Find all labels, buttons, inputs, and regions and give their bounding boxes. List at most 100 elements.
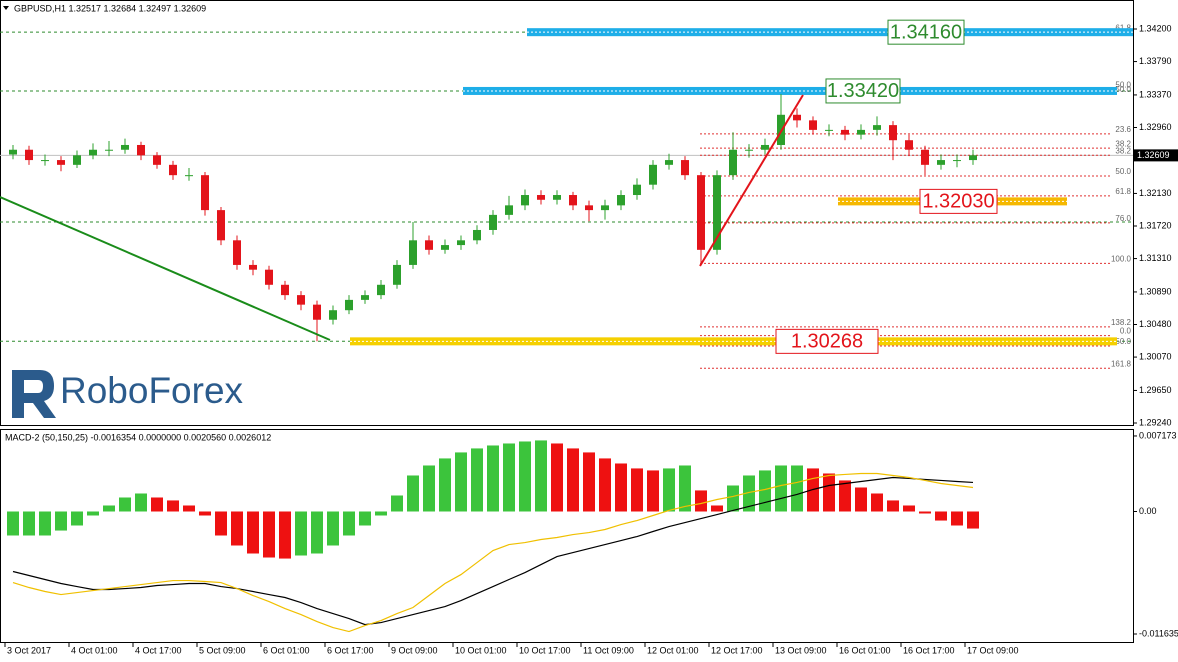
x-tick-label: 17 Oct 09:00 [967,645,1019,655]
histogram-bar [743,475,755,512]
fib-label: 38.2 [1115,146,1131,155]
chart-title: GBPUSD,H1 1.32517 1.32684 1.32497 1.3260… [14,3,206,13]
y-tick-label: 1.30890 [1139,286,1172,296]
candle-body [217,210,225,241]
level-band [350,337,1117,346]
histogram-bar [455,452,467,512]
candle-body [25,149,33,161]
candle-body [841,129,849,135]
candle-body [89,149,97,156]
fib-label: 61.8 [1115,23,1131,32]
candle-body [297,295,305,305]
candle-body [185,175,193,177]
candle-body [233,240,241,265]
candle-body [617,195,625,206]
y-tick-label: 1.29650 [1139,385,1172,395]
candle-body [873,125,881,130]
histogram-bar [55,511,67,531]
histogram-bar [679,465,691,512]
candle-body [729,149,737,176]
candle-body [633,184,641,196]
histogram-bar [951,511,963,526]
candle-body [585,205,593,211]
y-tick-label: 1.33370 [1139,89,1172,99]
level-label: 1.34160 [890,21,962,43]
histogram-bar [855,487,867,512]
candle-body [937,160,945,165]
y-tick-label: 1.34200 [1139,23,1172,33]
histogram-bar [903,505,915,512]
histogram-bar [183,505,195,512]
candle-body [409,240,417,265]
candle-body [857,129,865,135]
histogram-bar [823,473,835,512]
fib-label: 76.0 [1115,214,1131,223]
fib-anchor-line [699,94,804,267]
candle-body [665,160,673,165]
candle-body [249,264,257,270]
histogram-bar [711,505,723,512]
fib-label: 50.0 [1115,167,1131,176]
candle-body [553,195,561,200]
candle-body [121,144,129,150]
main-panel: 1.34200 1.33790 1.33370 1.32960 1.32130 1.317… [0,23,1178,655]
fib-label: 61.8 [1115,187,1131,196]
histogram-bar [423,465,435,512]
histogram-bar [519,441,531,512]
candle-body [281,284,289,296]
macd-line [12,472,974,633]
histogram-bar [535,440,547,512]
x-tick-label: 12 Oct 01:00 [647,645,699,655]
candle-body [377,284,385,296]
fib-label: 138.2 [1111,318,1132,327]
candle-body [537,195,545,200]
histogram-bar [343,511,355,536]
candle-body [9,149,17,155]
level-label-box [775,328,879,354]
y-tick-label: 1.33790 [1139,56,1172,66]
candle-body [713,175,721,250]
histogram-bar [791,465,803,512]
histogram-bar [87,511,99,516]
histogram-bar [439,458,451,512]
level-label-box [825,78,901,104]
histogram-bar [727,485,739,512]
candle-body [569,195,577,206]
histogram-bar [23,511,35,536]
candle-body [681,160,689,176]
x-tick-label: 10 Oct 01:00 [455,645,507,655]
candle-body [441,245,449,250]
histogram-bar [39,511,51,536]
candle-body [473,229,481,241]
histogram-bar [663,468,675,512]
x-tick-label: 4 Oct 17:00 [135,645,182,655]
fib-label: 150.0 [1111,337,1132,346]
candle-body [761,144,769,150]
candle-body [169,164,177,176]
x-tick-label: 16 Oct 01:00 [839,645,891,655]
logo: RoboForex [12,370,244,418]
candle-body [905,140,913,150]
y-tick-label: 1.32130 [1139,188,1172,198]
main-panel-border [0,0,1134,426]
histogram-bar [215,511,227,536]
candle-body [265,269,273,285]
histogram-bar [887,500,899,512]
histogram-bar [407,475,419,512]
histogram-bar [375,511,387,516]
level-band [463,86,1117,95]
histogram-bar [695,490,707,512]
histogram-bar [247,511,259,554]
histogram-bar [7,511,19,536]
x-tick-label: 9 Oct 09:00 [391,645,438,655]
candle-body [57,160,65,165]
current-price-box [1134,149,1178,162]
y-tick-label: 1.31720 [1139,220,1172,230]
histogram-bar [503,443,515,512]
histogram-bar [199,511,211,516]
candle-body [969,155,977,161]
histogram-bar [551,443,563,512]
histogram-bar [135,493,147,512]
